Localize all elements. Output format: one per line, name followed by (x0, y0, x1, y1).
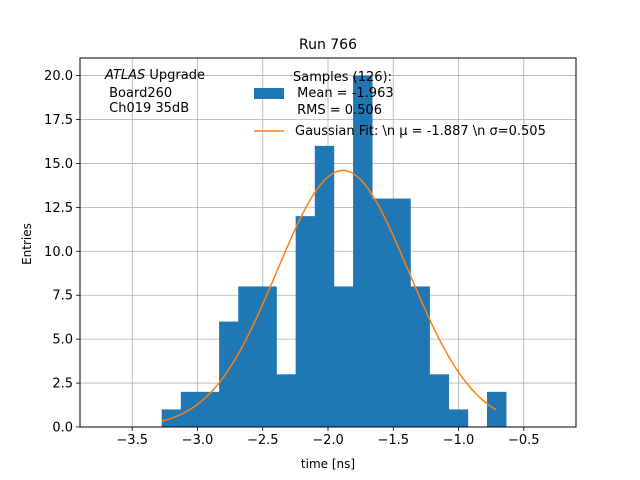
histogram-bar-8 (314, 145, 335, 427)
annotation-upgrade: Upgrade (145, 68, 205, 83)
histogram-bar-13 (410, 286, 430, 427)
histogram-bars (161, 75, 507, 428)
y-tick-label-0: 0.0 (52, 421, 73, 436)
legend-fit-label: Gaussian Fit: \n μ = -1.887 \n σ=0.505 (295, 124, 546, 139)
histogram-bar-11 (372, 198, 392, 427)
x-tick-label-1: −3.0 (182, 433, 214, 448)
axis-ticks: −3.5 −3.0 −2.5 −2.0 −1.5 −1.0 −0.5 0.0 2.5 5.0 7.5… (44, 69, 540, 448)
x-axis-label: time [ns] (301, 457, 355, 471)
legend-hist-line-1: Samples (126): (293, 70, 392, 85)
x-tick-label-6: −0.5 (508, 433, 540, 448)
y-tick-label-5: 12.5 (44, 201, 73, 216)
x-tick-label-5: −1.0 (443, 433, 475, 448)
x-tick-label-2: −2.5 (247, 433, 279, 448)
y-tick-label-1: 2.5 (52, 377, 73, 392)
y-tick-label-2: 5.0 (52, 333, 73, 348)
legend-hist-line-2: Mean = -1.963 (293, 86, 394, 101)
histogram-bar-3 (219, 321, 239, 427)
annotation-line-1: ATLAS Upgrade (104, 68, 205, 83)
y-tick-label-3: 7.5 (52, 289, 73, 304)
annotation-line-2: Board260 (105, 86, 172, 101)
histogram-bar-2 (199, 391, 220, 427)
y-tick-label-4: 10.0 (44, 245, 73, 260)
histogram-bar-17 (487, 391, 507, 427)
histogram-bar-15 (448, 409, 469, 427)
y-tick-label-7: 17.5 (44, 113, 73, 128)
annotation-line-3: Ch019 35dB (105, 101, 189, 116)
histogram-bar-9 (333, 286, 354, 427)
x-tick-label-3: −2.0 (312, 433, 344, 448)
y-axis-label: Entries (20, 223, 34, 265)
gaussian-fit-curve (161, 169, 497, 422)
histogram-bar-4 (238, 286, 258, 427)
histogram-bar-14 (429, 374, 450, 427)
histogram-bar-7 (295, 216, 316, 427)
y-tick-label-8: 20.0 (44, 69, 73, 84)
annotation-atlas: ATLAS (104, 68, 145, 83)
histogram-bar-6 (276, 374, 296, 427)
x-tick-label-0: −3.5 (116, 433, 148, 448)
legend-histogram-swatch (254, 88, 284, 99)
y-tick-label-6: 15.0 (44, 157, 73, 172)
x-tick-label-4: −1.5 (377, 433, 409, 448)
histogram-bar-5 (257, 286, 277, 427)
chart-title: Run 766 (299, 37, 357, 53)
atlas-annotation: ATLAS Upgrade Board260 Ch019 35dB (104, 68, 205, 116)
histogram-bar-12 (391, 198, 411, 427)
legend-hist-line-3: RMS = 0.506 (293, 103, 382, 118)
histogram-bar-10 (353, 75, 373, 428)
legend: Samples (126): Mean = -1.963 RMS = 0.506… (254, 70, 546, 139)
